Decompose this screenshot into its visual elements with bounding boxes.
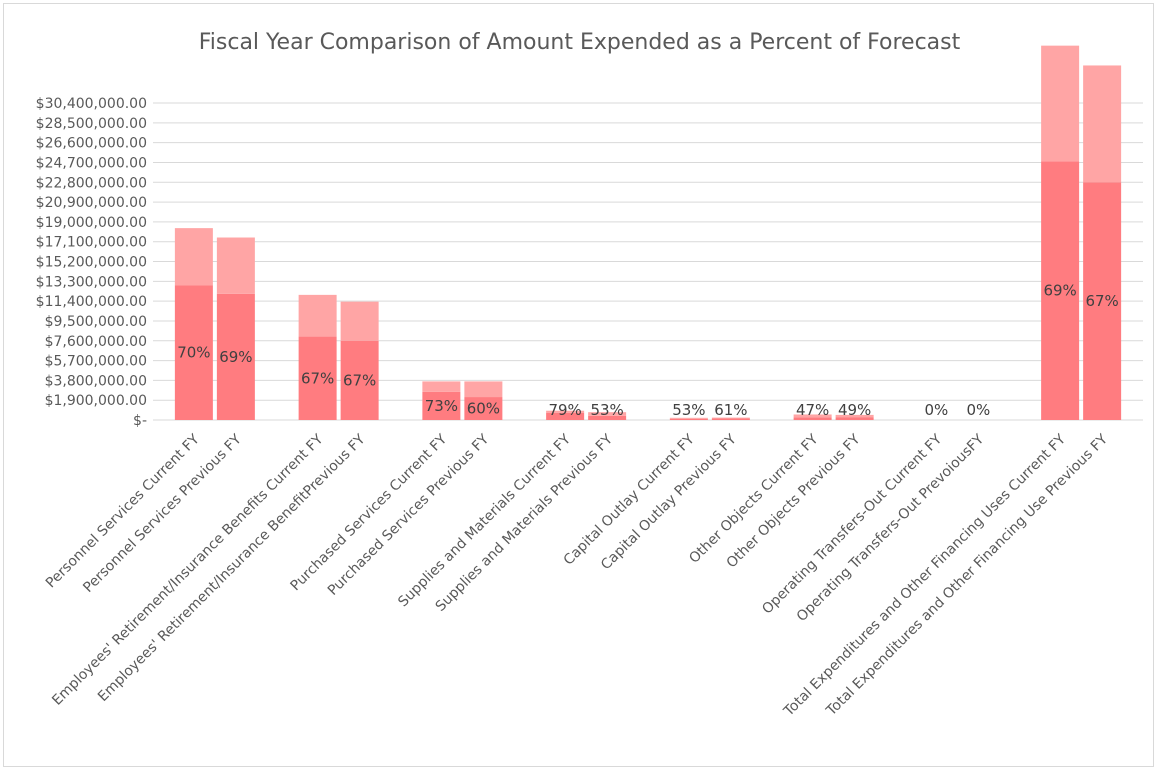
chart-title: Fiscal Year Comparison of Amount Expende… xyxy=(198,30,961,55)
y-tick-label: $20,900,000.00 xyxy=(36,195,147,211)
x-category-label: Employees' Retirement/Insurance Benefits… xyxy=(49,431,326,708)
data-label: 0% xyxy=(924,401,948,419)
bar-segment-remaining xyxy=(793,414,832,418)
bar-segment-expended xyxy=(588,415,627,420)
data-label: 60% xyxy=(467,400,500,418)
y-tick-label: $28,500,000.00 xyxy=(36,116,147,132)
bar-segment-expended xyxy=(216,293,255,420)
y-tick-label: $26,600,000.00 xyxy=(36,136,147,152)
bar-segment-remaining xyxy=(835,414,874,418)
y-tick-label: $- xyxy=(133,413,147,429)
data-label: 69% xyxy=(1043,282,1076,300)
bar-segment-remaining xyxy=(216,237,255,294)
data-label: 53% xyxy=(672,401,705,419)
bar-segment-remaining xyxy=(711,417,750,419)
data-label: 53% xyxy=(590,401,623,419)
bar-segment-remaining xyxy=(298,294,337,337)
y-tick-label: $3,800,000.00 xyxy=(45,373,147,389)
y-tick-label: $24,700,000.00 xyxy=(36,155,147,171)
data-label: 47% xyxy=(796,401,829,419)
bar-segment-expended xyxy=(422,391,461,420)
y-tick-label: $11,400,000.00 xyxy=(36,294,147,310)
y-tick-label: $30,400,000.00 xyxy=(36,96,147,112)
bar-segment-expended xyxy=(1083,182,1122,420)
y-tick-label: $5,700,000.00 xyxy=(45,354,147,370)
y-axis-tick-labels: $- $1,900,000.00 $3,800,000.00 $5,700,000.0… xyxy=(36,96,147,429)
bar-segment-expended xyxy=(793,417,832,420)
bar-segment-remaining xyxy=(546,410,585,413)
data-label: 67% xyxy=(1085,292,1118,310)
y-tick-label: $19,000,000.00 xyxy=(36,215,147,231)
y-tick-label: $7,600,000.00 xyxy=(45,334,147,350)
data-label: 69% xyxy=(219,348,252,366)
bar-segment-expended xyxy=(340,340,379,420)
bar-segment-remaining xyxy=(1041,45,1080,162)
data-label: 0% xyxy=(966,401,990,419)
y-tick-label: $9,500,000.00 xyxy=(45,314,147,330)
data-label: 67% xyxy=(301,369,334,387)
bars xyxy=(174,45,1122,421)
y-tick-label: $17,100,000.00 xyxy=(36,235,147,251)
y-tick-label: $22,800,000.00 xyxy=(36,175,147,191)
bar-segment-expended xyxy=(669,418,708,420)
data-labels: 70% 69% 67% 67% 73% 60% 79% 53% 53% 61% 47% 49% 0% 0%… xyxy=(177,282,1119,419)
bar-segment-remaining xyxy=(588,412,627,416)
bar-segment-remaining xyxy=(174,228,213,286)
y-tick-label: $1,900,000.00 xyxy=(45,393,147,409)
data-label: 79% xyxy=(548,401,581,419)
x-category-label: Total Expenditures and Other Financing U… xyxy=(823,431,1111,719)
bar-segment-expended xyxy=(546,412,585,420)
bar-segment-expended xyxy=(711,418,750,420)
bar-segment-expended xyxy=(1041,161,1080,421)
bar-segment-remaining xyxy=(1083,65,1122,183)
bar-segment-expended xyxy=(464,397,503,420)
data-label: 49% xyxy=(838,401,871,419)
y-tick-label: $15,200,000.00 xyxy=(36,255,147,271)
bar-segment-expended xyxy=(174,285,213,420)
bar-segment-remaining xyxy=(340,301,379,341)
data-label: 67% xyxy=(343,371,376,389)
bar-segment-remaining xyxy=(669,417,708,419)
data-label: 70% xyxy=(177,344,210,362)
y-tick-label: $13,300,000.00 xyxy=(36,274,147,290)
bar-segment-expended xyxy=(835,417,874,420)
bar-segment-remaining xyxy=(422,381,461,392)
bar-segment-remaining xyxy=(464,381,503,398)
x-category-label: Employees' Retirement/Insurance BenefitP… xyxy=(95,431,369,705)
data-label: 61% xyxy=(714,401,747,419)
bar-segment-expended xyxy=(298,336,337,420)
data-label: 73% xyxy=(425,397,458,415)
